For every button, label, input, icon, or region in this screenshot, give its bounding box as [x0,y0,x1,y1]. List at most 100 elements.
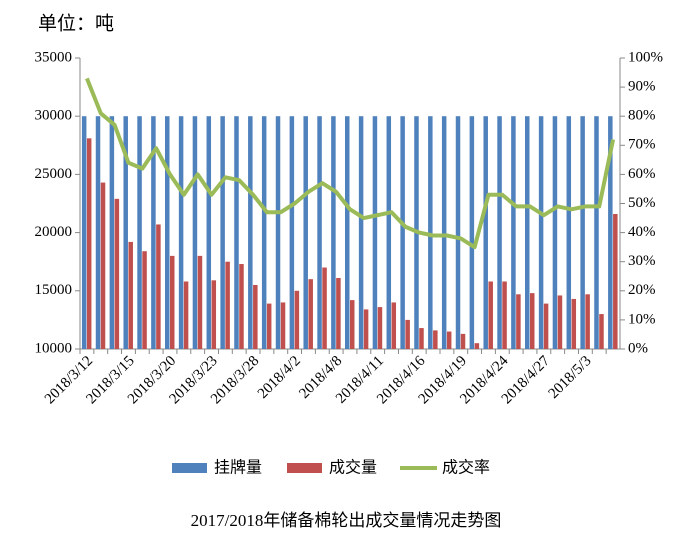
bar [289,116,295,349]
bar [170,255,175,349]
y2-tick-label: 100% [628,49,663,65]
bar [308,279,313,349]
y2-tick-label: 70% [628,137,656,153]
bar [497,116,502,349]
bar [142,251,147,349]
chart-title: 2017/2018年储备棉轮出成交量情况走势图 [191,511,502,530]
y-tick-label: 30000 [35,108,73,124]
bar [261,116,267,349]
bar [502,281,507,349]
y2-tick-label: 20% [628,282,656,298]
bar [516,294,521,349]
bar [128,241,133,349]
y-tick-label: 25000 [35,166,73,182]
y-tick-label: 15000 [35,282,73,298]
bar [109,116,115,349]
bar [599,314,604,349]
y-tick-label: 20000 [35,224,73,240]
bar [585,294,590,349]
y2-tick-label: 10% [628,311,656,327]
y2-tick-label: 50% [628,195,656,211]
bar [419,328,424,349]
legend-label: 挂牌量 [214,458,262,477]
bar [613,213,618,349]
bar [483,116,488,349]
bar [165,116,170,349]
bar [336,277,341,349]
bar [178,116,184,349]
y2-tick-label: 90% [628,79,656,95]
bar [608,116,613,349]
bar [391,302,397,349]
bar [253,284,258,349]
bar [303,116,308,349]
bar [552,116,558,349]
y2-tick-label: 80% [628,108,656,124]
bar [405,319,410,349]
bar [488,281,493,349]
bar [377,307,383,349]
bar [474,343,480,349]
bar [322,267,327,349]
y2-tick-label: 40% [628,224,656,240]
y-tick-label: 10000 [35,340,73,356]
x-tick-label: 2018/5/3 [546,353,595,402]
bar [81,116,87,349]
bar [363,309,369,349]
bar [460,333,466,349]
legend-swatch [287,463,322,473]
bar [566,116,572,349]
bar [530,293,535,349]
bar [345,116,350,349]
bar [248,116,253,349]
bar [538,116,544,349]
bar [400,116,405,349]
bar [455,116,461,349]
legend-label: 成交量 [329,458,377,477]
bar [114,198,120,349]
bar [511,116,516,349]
bar [156,224,161,349]
bar [183,281,189,349]
bar [123,116,128,349]
bar [571,298,577,349]
bar [372,116,378,349]
bar [192,116,198,349]
bar [441,116,447,349]
legend-label: 成交率 [442,458,490,477]
bar [446,331,452,349]
bar [386,116,392,349]
bar [317,116,322,349]
bar [266,303,272,349]
bar [594,116,599,349]
bar [294,290,300,349]
bar [239,264,244,349]
bar [543,303,549,349]
bar [220,116,225,349]
y-tick-label: 35000 [35,49,73,65]
bar [280,302,286,349]
y2-tick-label: 0% [628,340,648,356]
bar [211,280,217,349]
bar [433,330,438,349]
bar [100,182,106,349]
bar [525,116,530,349]
legend-swatch [172,463,207,473]
bar [206,116,212,349]
bar [225,261,230,349]
unit-label: 单位：吨 [38,13,114,35]
bar [275,116,281,349]
x-tick-label: 2018/4/2 [255,353,304,402]
bar [197,255,203,349]
bar [137,116,142,349]
line [85,77,616,250]
y2-tick-label: 30% [628,253,656,269]
bar [469,116,475,349]
y2-tick-label: 60% [628,166,656,182]
bar [86,138,92,349]
bar [151,116,156,349]
bar [428,116,433,349]
bar [557,295,563,349]
bar [350,300,355,349]
